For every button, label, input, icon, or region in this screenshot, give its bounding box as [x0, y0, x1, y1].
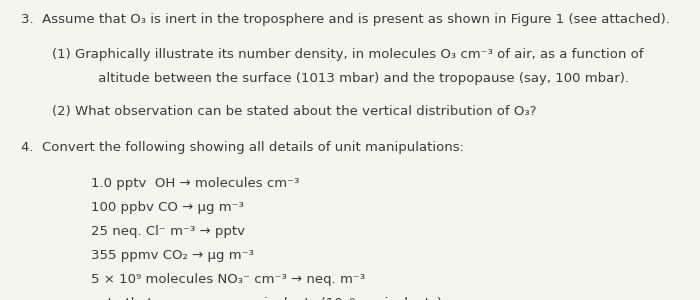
Text: 25 neq. Cl⁻ m⁻³ → pptv: 25 neq. Cl⁻ m⁻³ → pptv	[91, 225, 245, 238]
Text: 355 ppmv CO₂ → μg m⁻³: 355 ppmv CO₂ → μg m⁻³	[91, 249, 254, 262]
Text: 5 × 10⁹ molecules NO₃⁻ cm⁻³ → neq. m⁻³: 5 × 10⁹ molecules NO₃⁻ cm⁻³ → neq. m⁻³	[91, 273, 365, 286]
Text: note that neq. = nanoequivalents (10⁻⁹ equivalents): note that neq. = nanoequivalents (10⁻⁹ e…	[91, 297, 442, 300]
Text: 100 ppbv CO → μg m⁻³: 100 ppbv CO → μg m⁻³	[91, 201, 244, 214]
Text: (1) Graphically illustrate its number density, in molecules O₃ cm⁻³ of air, as a: (1) Graphically illustrate its number de…	[52, 48, 644, 61]
Text: 1.0 pptv  OH → molecules cm⁻³: 1.0 pptv OH → molecules cm⁻³	[91, 177, 300, 190]
Text: altitude between the surface (1013 mbar) and the tropopause (say, 100 mbar).: altitude between the surface (1013 mbar)…	[77, 72, 629, 85]
Text: 4.  Convert the following showing all details of unit manipulations:: 4. Convert the following showing all det…	[21, 141, 464, 154]
Text: (2) What observation can be stated about the vertical distribution of O₃?: (2) What observation can be stated about…	[52, 105, 537, 118]
Text: 3.  Assume that O₃ is inert in the troposphere and is present as shown in Figure: 3. Assume that O₃ is inert in the tropos…	[21, 14, 670, 26]
